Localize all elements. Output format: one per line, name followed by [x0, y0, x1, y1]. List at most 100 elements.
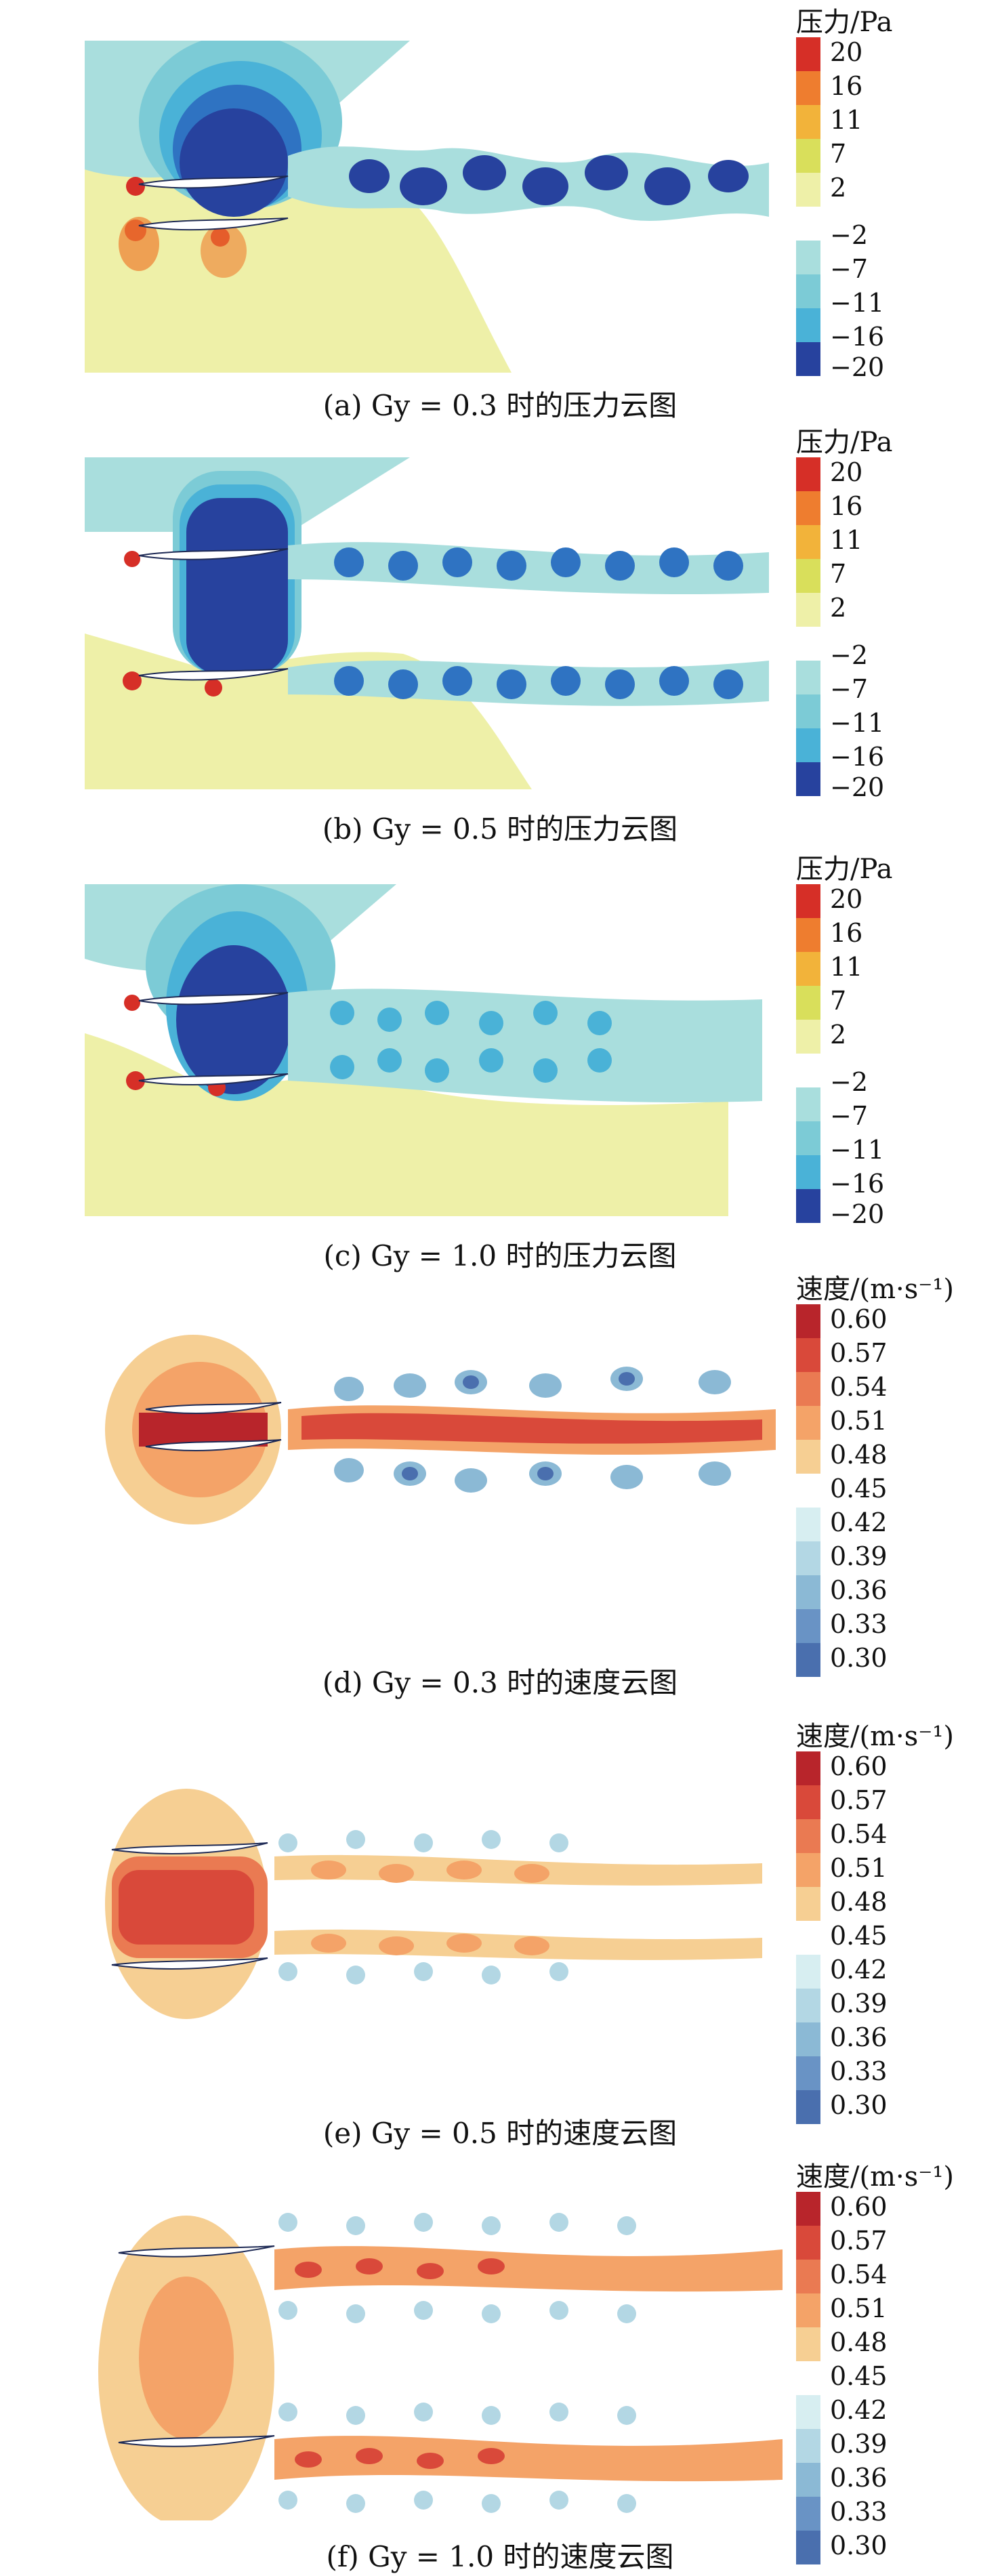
tick-label: 20	[830, 37, 863, 67]
colorbar-cell	[796, 1575, 820, 1609]
colorbar-cell	[796, 274, 820, 308]
velocity-contour-plot-e	[85, 1768, 803, 2066]
colorbar-cell	[796, 1189, 820, 1223]
pressure-contour-plot-c	[85, 884, 803, 1216]
colorbar-cell	[796, 2463, 820, 2497]
colorbar-cell	[796, 694, 820, 728]
legend-title: 速度/(m·s⁻¹)	[796, 2161, 955, 2193]
tick-label: −20	[830, 352, 885, 382]
tick-label: 0.54	[830, 1372, 888, 1402]
colorbar-cell	[796, 1508, 820, 1541]
colorbar-cell	[796, 241, 820, 274]
colorbar-cell	[796, 1785, 820, 1819]
tick-label: 0.51	[830, 1853, 888, 1883]
panel-b: 压力/Pa 20 16 11 7 2 −2 −7 −11 −16 −20 (b)…	[0, 420, 1000, 854]
tick-label: 0.57	[830, 1785, 888, 1815]
velocity-contour-plot-d	[85, 1321, 803, 1613]
tick-label: −2	[830, 220, 869, 250]
colorbar-cell	[796, 1921, 820, 1955]
tick-label: −2	[830, 640, 869, 670]
colorbar-cell	[796, 2260, 820, 2293]
tick-label: 7	[830, 559, 847, 589]
colorbar-cell	[796, 2090, 820, 2124]
legend-title: 速度/(m·s⁻¹)	[796, 1721, 955, 1752]
tick-label: −20	[830, 1199, 885, 1229]
colorbar-cell	[796, 342, 820, 376]
colorbar-cell	[796, 1020, 820, 1054]
tick-label: −16	[830, 322, 885, 352]
tick-label: 0.30	[830, 1643, 888, 1673]
tick-label: 0.45	[830, 2361, 888, 2391]
tick-label: 16	[830, 71, 863, 101]
tick-label: 0.39	[830, 2429, 888, 2459]
colorbar-cell	[796, 207, 820, 241]
colorbar	[796, 37, 820, 376]
colorbar-cell	[796, 1887, 820, 1921]
panel-a: 压力/Pa 20 16 11 7 2 −2 −7 −11 −16 −20 (a)…	[0, 0, 1000, 434]
tick-label: 0.51	[830, 2293, 888, 2323]
colorbar-cell	[796, 2022, 820, 2056]
colorbar-cell	[796, 2226, 820, 2260]
pressure-contour-plot-a	[85, 41, 803, 373]
tick-label: 0.42	[830, 2395, 888, 2425]
colorbar-cell	[796, 37, 820, 71]
tick-label: 0.48	[830, 1887, 888, 1917]
tick-label: 0.33	[830, 2497, 888, 2527]
tick-label: 20	[830, 884, 863, 914]
colorbar-cell	[796, 952, 820, 986]
colorbar-cell	[796, 457, 820, 491]
tick-label: 0.42	[830, 1508, 888, 1537]
colorbar-cell	[796, 173, 820, 207]
colorbar-cell	[796, 1643, 820, 1677]
tick-label: 0.30	[830, 2090, 888, 2120]
colorbar-cell	[796, 525, 820, 559]
legend-b: 压力/Pa 20 16 11 7 2 −2 −7 −11 −16 −20	[796, 420, 1000, 802]
tick-label: 0.36	[830, 2463, 888, 2493]
tick-label: 0.42	[830, 1955, 888, 1985]
tick-label: 0.39	[830, 1989, 888, 2018]
tick-label: 0.60	[830, 1751, 888, 1781]
tick-label: 0.36	[830, 1575, 888, 1605]
legend-c: 压力/Pa 20 16 11 7 2 −2 −7 −11 −16 −20	[796, 847, 1000, 1229]
pressure-contour-plot-b	[85, 457, 803, 789]
tick-label: 2	[830, 173, 847, 203]
colorbar-cell	[796, 1372, 820, 1406]
tick-label: 0.57	[830, 2226, 888, 2256]
tick-label: −2	[830, 1067, 869, 1097]
figure-caption: (a) Gy = 0.3 时的压力云图	[322, 389, 678, 422]
colorbar-cell	[796, 661, 820, 694]
colorbar-cell	[796, 1304, 820, 1338]
tick-label: 0.45	[830, 1921, 888, 1951]
legend-title: 压力/Pa	[796, 7, 893, 38]
tick-label: 0.33	[830, 1609, 888, 1639]
colorbar-cell	[796, 918, 820, 952]
legend-title: 压力/Pa	[796, 427, 893, 458]
tick-label: 16	[830, 918, 863, 948]
tick-label: 7	[830, 139, 847, 169]
tick-label: 0.48	[830, 2327, 888, 2357]
colorbar	[796, 1304, 820, 1677]
colorbar-cell	[796, 762, 820, 796]
colorbar-cell	[796, 2361, 820, 2395]
colorbar-cell	[796, 491, 820, 525]
colorbar-cell	[796, 1087, 820, 1121]
legend-f: 速度/(m·s⁻¹) 0.60 0.57 0.54 0.51 0.48 0.45…	[796, 2155, 1000, 2564]
figure-caption: (c) Gy = 1.0 时的压力云图	[323, 1239, 677, 1272]
colorbar-cell	[796, 1853, 820, 1887]
colorbar-cell	[796, 1155, 820, 1189]
colorbar-cell	[796, 559, 820, 593]
legend-title: 压力/Pa	[796, 854, 893, 885]
tick-label: 11	[830, 525, 863, 555]
tick-label: 0.51	[830, 1406, 888, 1436]
colorbar-cell	[796, 71, 820, 105]
panel-c: 压力/Pa 20 16 11 7 2 −2 −7 −11 −16 −20 (c)…	[0, 847, 1000, 1274]
colorbar	[796, 457, 820, 796]
colorbar-cell	[796, 1751, 820, 1785]
panel-e: 速度/(m·s⁻¹) 0.60 0.57 0.54 0.51 0.48 0.45…	[0, 1714, 1000, 2150]
tick-label: 2	[830, 593, 847, 623]
tick-label: 0.60	[830, 2192, 888, 2222]
tick-label: −11	[830, 1135, 885, 1165]
colorbar-cell	[796, 1819, 820, 1853]
colorbar-cell	[796, 1541, 820, 1575]
colorbar-cell	[796, 2395, 820, 2429]
